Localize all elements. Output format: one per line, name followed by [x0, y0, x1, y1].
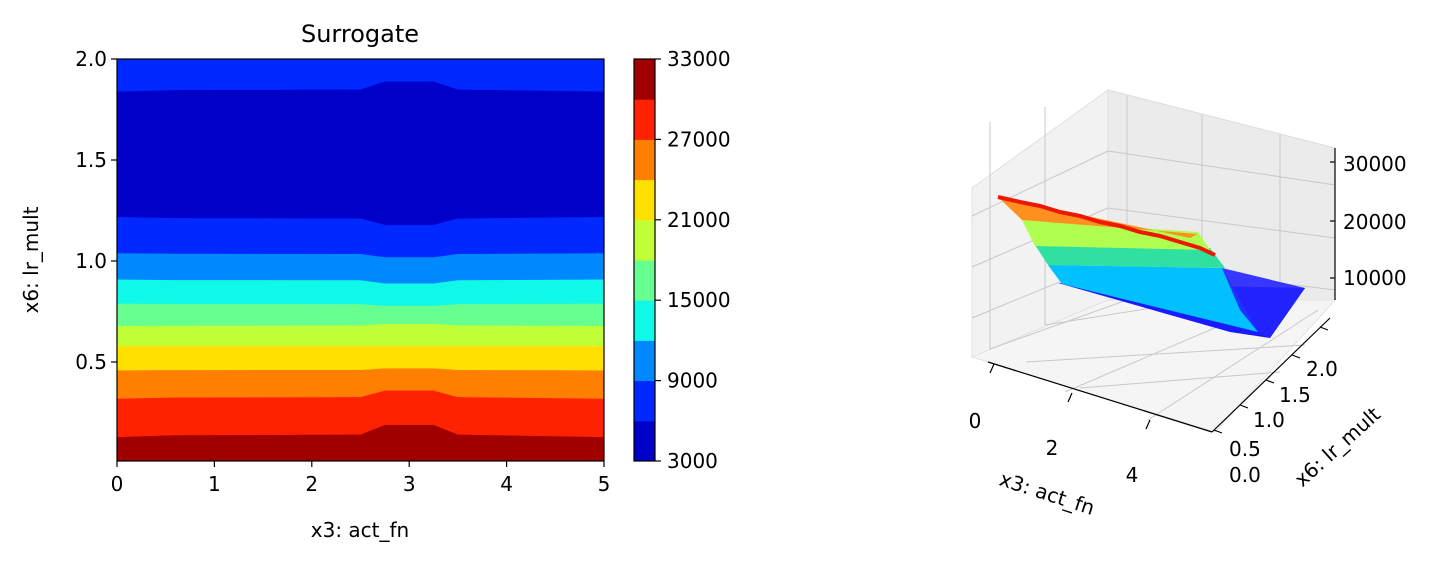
contour-plot: 0 1 2 3 4 5 0.5 1.0 1.5 2.0: [75, 47, 610, 496]
contour-band: [116, 80, 605, 225]
3d-x-axis-label: x3: act_fn: [997, 467, 1098, 520]
colorbar-tick-label: 21000: [667, 208, 731, 232]
x-tick-label: 0: [969, 409, 982, 433]
surface-mesh: [997, 195, 1305, 338]
x-tick-label: 1: [208, 472, 221, 496]
x-tick-label: 2: [305, 472, 318, 496]
surface-3d-plot: 0 2 4 0.0 0.5 1.0 1.5 2.0 10000 20000 30…: [969, 89, 1407, 520]
x-tick-label: 4: [1126, 463, 1139, 487]
contour-band: [116, 303, 605, 327]
surface-red-ridge: [997, 195, 1216, 257]
contour-band: [116, 252, 605, 284]
colorbar-tick-label: 3000: [667, 449, 718, 473]
x-tick-label: 2: [1046, 436, 1059, 460]
colorbar-segment: [634, 99, 655, 140]
contour-band: [116, 216, 605, 258]
x-tick-label: 4: [500, 472, 513, 496]
colorbar-tick-label: 33000: [667, 47, 731, 71]
y-tick-label: 1.0: [1253, 408, 1285, 432]
surface-cyan-band: [1048, 265, 1258, 332]
y-tick-label: 1.0: [75, 249, 107, 273]
plot-frame: [116, 58, 605, 462]
colorbar-segment: [634, 420, 655, 462]
colorbar-frame: [633, 58, 656, 462]
colorbar-tick-label: 15000: [667, 288, 731, 312]
colorbar-segment: [634, 139, 655, 181]
colorbar: 3000 9000 15000 21000 27000 33000: [633, 47, 731, 473]
3d-tick-labels: 0 2 4 0.0 0.5 1.0 1.5 2.0 10000 20000 30…: [969, 152, 1407, 487]
z-tick-label: 30000: [1343, 152, 1407, 176]
contour-band: [116, 323, 605, 347]
colorbar-tick-label: 27000: [667, 127, 731, 151]
z-tick-label: 20000: [1343, 210, 1407, 234]
y-tick-label: 2.0: [75, 47, 107, 71]
colorbar-segment: [634, 179, 655, 221]
x-tick-label: 5: [598, 472, 611, 496]
y-tick-label: 1.5: [1279, 383, 1311, 407]
x-axis-line: [987, 361, 1213, 433]
x-tick-label: 0: [111, 472, 124, 496]
surface-orange-band: [998, 197, 1198, 238]
x-axis-label: x3: act_fn: [311, 518, 409, 542]
colorbar-segment: [634, 340, 655, 382]
z-tick-label: 10000: [1343, 266, 1407, 290]
surface-yellow-band: [1022, 220, 1210, 250]
contour-band: [116, 345, 605, 371]
colorbar-segment: [634, 380, 655, 422]
y-axis-label: x6: lr_mult: [19, 206, 43, 313]
colorbar-segment: [634, 260, 655, 301]
y-tick-label: 1.5: [75, 148, 107, 172]
colorbar-segment: [634, 219, 655, 261]
x-tick-label: 3: [403, 472, 416, 496]
y-tick-label: 0.0: [1229, 463, 1261, 487]
3d-y-axis-label: x6: lr_mult: [1290, 402, 1386, 492]
y-tick-label: 2.0: [1306, 357, 1338, 381]
colorbar-tick-label: 9000: [667, 369, 718, 393]
y-axis-line: [1211, 317, 1331, 433]
contour-band: [116, 278, 605, 306]
colorbar-segment: [634, 59, 655, 100]
contour-band: [116, 367, 605, 399]
chart-title: Surrogate: [301, 20, 419, 48]
contour-band: [116, 58, 605, 92]
y-tick-label: 0.5: [75, 350, 107, 374]
y-tick-label: 0.5: [1229, 437, 1261, 461]
3d-ticks: [989, 161, 1335, 434]
surface-right-edge: [1222, 268, 1305, 338]
colorbar-segment: [634, 300, 655, 341]
surface-green-band: [1035, 245, 1225, 268]
